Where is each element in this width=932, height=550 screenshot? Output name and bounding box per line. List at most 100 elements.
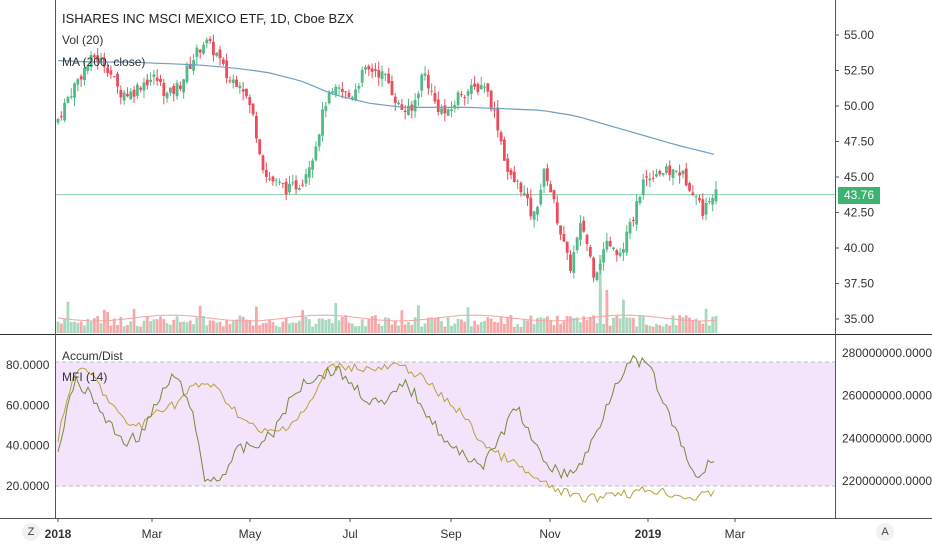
mfi-tick-label: 60.0000 [6, 398, 50, 412]
legend-ma[interactable]: MA (200, close) [62, 55, 146, 69]
volume-bar [324, 320, 328, 333]
candle-body [364, 67, 367, 70]
volume-bar [364, 326, 367, 333]
volume-bar [92, 318, 96, 333]
volume-bar [698, 321, 701, 333]
volume-bar [311, 326, 315, 333]
chart-title: ISHARES INC MSCI MEXICO ETF, 1D, Cboe BZ… [62, 11, 354, 26]
candle-body [469, 85, 473, 94]
candle-body [502, 139, 506, 161]
volume-bar [483, 320, 486, 333]
volume-bar [648, 325, 652, 333]
candle-body [235, 79, 238, 87]
volume-bar [63, 318, 67, 333]
candle-body [691, 192, 695, 196]
legend-accum-dist[interactable]: Accum/Dist [62, 349, 123, 363]
candle-body [688, 183, 691, 191]
candle-body [268, 178, 272, 180]
accum-tick-label: 260000000.0000 [842, 389, 932, 403]
candle-body [208, 38, 212, 41]
volume-bar [486, 317, 490, 333]
volume-bar [506, 316, 510, 333]
candle-body [317, 134, 321, 147]
volume-bar [519, 326, 523, 333]
candle-body [397, 102, 400, 105]
volume-bar [317, 318, 321, 333]
volume-bar [254, 306, 258, 333]
volume-bar [509, 315, 513, 333]
candle-body [380, 71, 384, 80]
candle-body [202, 44, 205, 54]
volume-bar [261, 323, 265, 333]
candle-body [417, 93, 420, 99]
auto-scale-button[interactable]: A [876, 523, 894, 541]
candle-body [671, 169, 675, 179]
indicator-lines [57, 354, 715, 503]
candle-body [562, 234, 566, 242]
volume-bar [102, 309, 106, 333]
volume-bar [195, 317, 199, 333]
candle-body [347, 92, 351, 98]
candle-body [499, 132, 503, 142]
candle-body [152, 74, 156, 77]
volume-bar [628, 317, 632, 333]
legend-mfi[interactable]: MFI (14) [62, 370, 108, 384]
volume-bar [688, 317, 691, 333]
candle-body [159, 78, 162, 83]
volume-bars [56, 255, 718, 333]
candle-body [178, 85, 182, 90]
candle-body [145, 79, 149, 86]
candle-body [281, 183, 285, 185]
candle-body [182, 79, 186, 93]
candle-body [704, 202, 708, 215]
volume-bar [212, 320, 215, 333]
candle-body [331, 91, 334, 93]
volume-bar [691, 320, 695, 333]
candle-body [522, 192, 526, 196]
accum-tick-label: 220000000.0000 [842, 474, 932, 488]
zoom-reset-button[interactable]: Z [22, 523, 40, 541]
candle-body [506, 158, 510, 172]
volume-bar [661, 326, 665, 333]
candle-body [278, 181, 281, 183]
candle-body [529, 197, 533, 217]
price-tick-label: 42.50 [844, 206, 874, 220]
volume-bar [56, 321, 60, 333]
candle-body [360, 69, 364, 83]
candle-body [297, 188, 301, 190]
candle-body [453, 105, 457, 109]
candle-body [446, 109, 450, 116]
volume-bar [268, 319, 272, 333]
volume-bar [221, 326, 225, 333]
candle-body [585, 235, 589, 244]
candle-body [698, 197, 701, 201]
volume-bar [466, 307, 470, 333]
volume-bar [665, 324, 668, 333]
volume-bar [264, 322, 268, 333]
volume-bar [248, 319, 252, 333]
accum-tick-label: 280000000.0000 [842, 346, 932, 360]
volume-bar [297, 320, 301, 333]
candle-body [324, 106, 328, 111]
volume-bar [565, 316, 569, 333]
volume-bar [417, 305, 420, 333]
volume-bar [456, 318, 460, 333]
candle-body [238, 85, 242, 89]
candle-body [165, 92, 169, 99]
volume-bar [602, 324, 605, 333]
volume-bar [536, 317, 539, 333]
volume-bar [129, 321, 133, 333]
candle-body [172, 85, 176, 94]
volume-bar [592, 315, 596, 333]
candle-body [357, 85, 361, 89]
volume-bar [231, 321, 235, 333]
volume-bar [321, 318, 324, 333]
candle-body [496, 107, 500, 131]
candle-body [618, 252, 622, 256]
legend-vol[interactable]: Vol (20) [62, 33, 104, 47]
candle-body [116, 73, 119, 87]
volume-bar [678, 315, 682, 333]
volume-bar [66, 301, 70, 333]
candle-body [169, 87, 172, 93]
volume-bar [271, 321, 275, 333]
